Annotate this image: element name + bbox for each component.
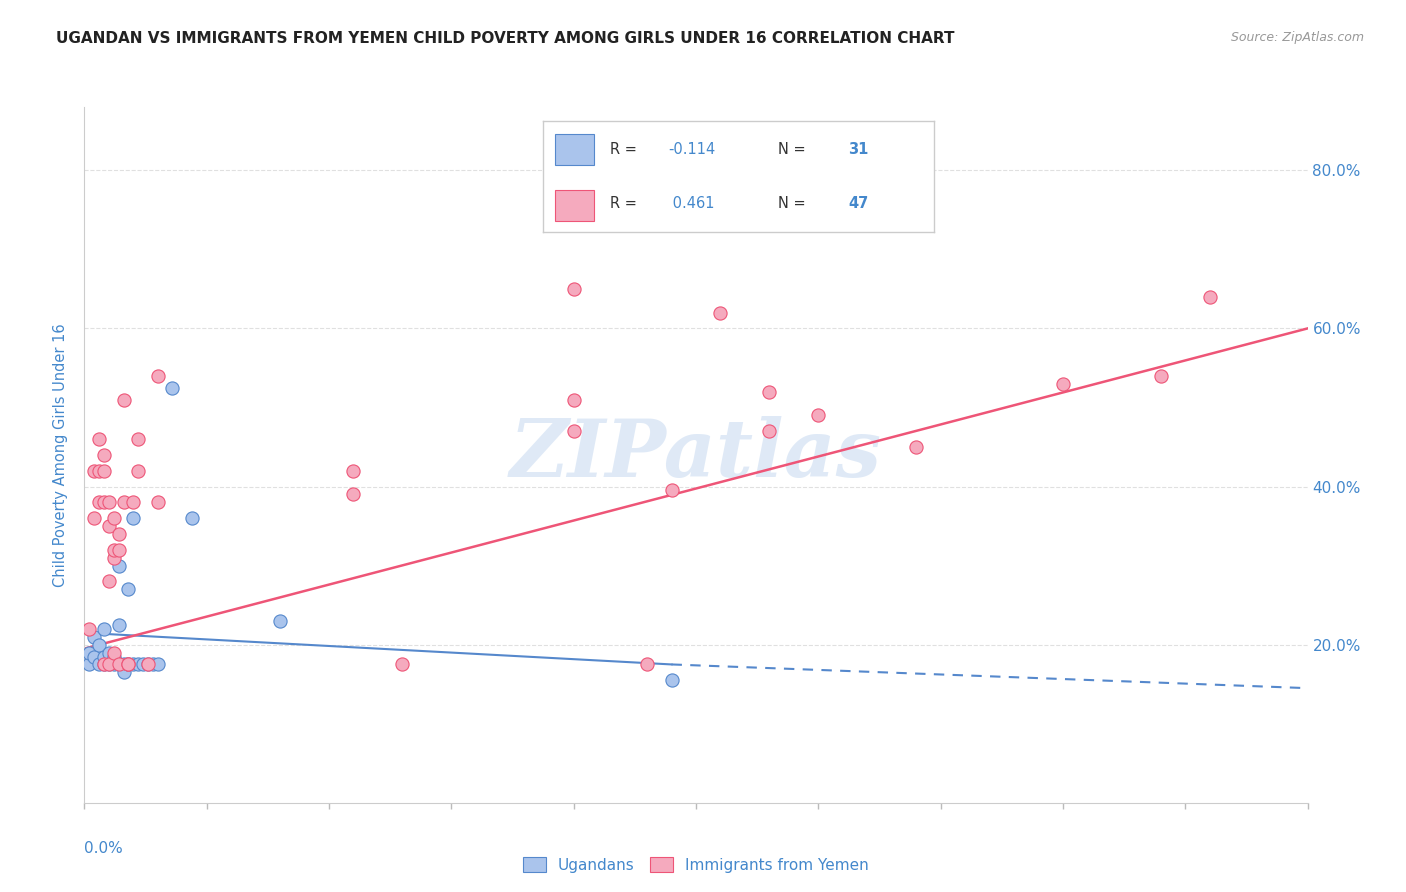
Point	[905, 440, 928, 454]
Point	[107, 558, 129, 573]
Text: ZIPatlas: ZIPatlas	[510, 417, 882, 493]
Point	[107, 657, 129, 672]
Point	[122, 657, 145, 672]
Point	[112, 665, 135, 680]
Point	[112, 392, 135, 407]
Point	[636, 657, 658, 672]
Point	[87, 495, 110, 509]
Point	[269, 614, 291, 628]
Point	[758, 424, 780, 438]
Point	[93, 448, 115, 462]
Point	[391, 657, 413, 672]
Point	[807, 409, 830, 423]
Point	[103, 657, 125, 672]
Point	[77, 657, 100, 672]
Point	[107, 657, 129, 672]
Point	[83, 630, 105, 644]
Text: Source: ZipAtlas.com: Source: ZipAtlas.com	[1230, 31, 1364, 45]
Point	[1052, 376, 1074, 391]
Point	[136, 657, 159, 672]
Point	[97, 574, 120, 589]
Point	[103, 542, 125, 557]
Legend: Ugandans, Immigrants from Yemen: Ugandans, Immigrants from Yemen	[517, 850, 875, 879]
Point	[1198, 290, 1220, 304]
Point	[117, 657, 139, 672]
Point	[93, 657, 115, 672]
Point	[117, 657, 139, 672]
Point	[136, 657, 159, 672]
Point	[103, 649, 125, 664]
Point	[93, 495, 115, 509]
Point	[146, 495, 169, 509]
Point	[93, 464, 115, 478]
Point	[87, 432, 110, 446]
Point	[127, 432, 149, 446]
Point	[117, 582, 139, 597]
Point	[107, 542, 129, 557]
Point	[103, 646, 125, 660]
Text: UGANDAN VS IMMIGRANTS FROM YEMEN CHILD POVERTY AMONG GIRLS UNDER 16 CORRELATION : UGANDAN VS IMMIGRANTS FROM YEMEN CHILD P…	[56, 31, 955, 46]
Point	[122, 495, 145, 509]
Point	[83, 511, 105, 525]
Y-axis label: Child Poverty Among Girls Under 16: Child Poverty Among Girls Under 16	[53, 323, 69, 587]
Point	[142, 657, 165, 672]
Point	[162, 381, 184, 395]
Point	[146, 657, 169, 672]
Point	[127, 657, 149, 672]
Point	[342, 464, 364, 478]
Point	[77, 622, 100, 636]
Point	[97, 519, 120, 533]
Point	[77, 646, 100, 660]
Point	[107, 527, 129, 541]
Point	[97, 657, 120, 672]
Point	[661, 483, 683, 498]
Point	[107, 618, 129, 632]
Point	[562, 424, 585, 438]
Point	[661, 673, 683, 688]
Point	[97, 495, 120, 509]
Point	[112, 657, 135, 672]
Point	[562, 282, 585, 296]
Point	[87, 638, 110, 652]
Point	[758, 384, 780, 399]
Point	[1150, 368, 1173, 383]
Point	[103, 511, 125, 525]
Point	[87, 464, 110, 478]
Point	[87, 657, 110, 672]
Point	[93, 657, 115, 672]
Point	[342, 487, 364, 501]
Point	[709, 305, 731, 319]
Point	[83, 649, 105, 664]
Point	[122, 511, 145, 525]
Point	[127, 464, 149, 478]
Text: 0.0%: 0.0%	[84, 841, 124, 856]
Point	[117, 657, 139, 672]
Point	[97, 657, 120, 672]
Point	[97, 646, 120, 660]
Point	[103, 550, 125, 565]
Point	[93, 649, 115, 664]
Point	[146, 368, 169, 383]
Point	[83, 464, 105, 478]
Point	[562, 392, 585, 407]
Point	[132, 657, 155, 672]
Point	[93, 622, 115, 636]
Point	[181, 511, 204, 525]
Point	[112, 495, 135, 509]
